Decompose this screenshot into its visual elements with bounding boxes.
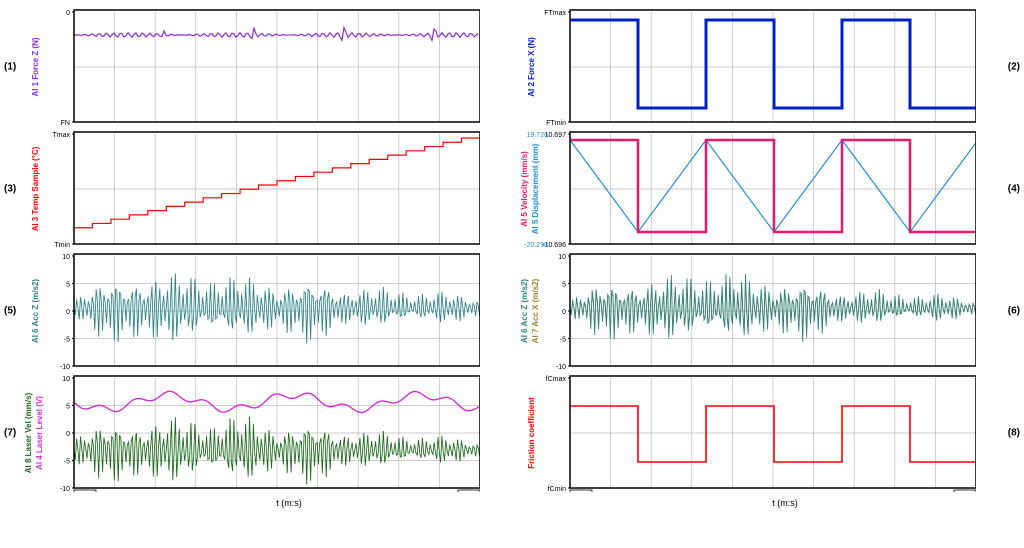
chart-grid: FN 0 AI 1 Force Z (N) (1) Tmin Tmax AI 3 Temp … [0, 0, 1024, 516]
svg-text:5: 5 [66, 404, 70, 411]
x-axis-label: t (m:s) [24, 498, 504, 508]
svg-text:0: 0 [66, 431, 70, 438]
svg-text:AI 6 Acc Z (m/s2): AI 6 Acc Z (m/s2) [520, 279, 529, 344]
svg-text:AI 8 Laser Vel (mm/s): AI 8 Laser Vel (mm/s) [24, 392, 33, 473]
svg-text:-5: -5 [64, 459, 70, 466]
panel-7: -10 -5 0 5 10 AI 8 Laser Vel (mm/s)AI 4 Laser… [24, 374, 504, 492]
svg-text:AI 7 Acc X (m/s2): AI 7 Acc X (m/s2) [531, 278, 540, 343]
svg-text:-10: -10 [60, 364, 70, 370]
panel-4: -10.69610.697-20.29819.726AI 5 Velocity … [520, 130, 1000, 248]
panel-6: -10 -5 0 5 10 AI 6 Acc Z (m/s2)AI 7 Acc X (m/… [520, 252, 1000, 370]
svg-text:Tmin: Tmin [54, 242, 70, 248]
svg-text:AI 4 Laser Level (V): AI 4 Laser Level (V) [35, 396, 44, 470]
svg-text:Tmax: Tmax [53, 132, 71, 139]
svg-text:Friction coefficient: Friction coefficient [527, 397, 536, 469]
panel-number: (7) [4, 428, 16, 439]
panel-8: fCminfCmaxFriction coefficienttmintmax(8… [520, 374, 1000, 492]
left-column: FN0AI 1 Force Z (N)(1)TminTmaxAI 3 Temp … [24, 8, 504, 508]
svg-text:-20.298: -20.298 [524, 242, 548, 248]
svg-text:FTmin: FTmin [546, 120, 566, 126]
panel-number: (2) [1008, 62, 1020, 73]
svg-text:5: 5 [66, 282, 70, 289]
svg-text:AI 2 Force X (N): AI 2 Force X (N) [527, 37, 536, 97]
panel-2: FTminFTmaxAI 2 Force X (N)(2) [520, 8, 1000, 126]
svg-text:-10: -10 [60, 486, 70, 492]
svg-text:19.726: 19.726 [527, 132, 549, 139]
svg-text:AI 5 Displacement (mm): AI 5 Displacement (mm) [531, 143, 540, 234]
svg-text:AI 6 Acc Z (m/s2): AI 6 Acc Z (m/s2) [31, 279, 40, 344]
panel-number: (8) [1008, 428, 1020, 439]
svg-text:0: 0 [66, 309, 70, 316]
svg-text:fCmin: fCmin [548, 486, 566, 492]
panel-5: -10-50510AI 6 Acc Z (m/s2)(5) [24, 252, 504, 370]
svg-text:0: 0 [66, 10, 70, 17]
svg-text:AI 3 Temp Sample (°C): AI 3 Temp Sample (°C) [31, 146, 40, 231]
svg-text:0: 0 [562, 309, 566, 316]
svg-text:10: 10 [62, 376, 70, 383]
svg-text:FN: FN [61, 120, 70, 126]
svg-text:fCmax: fCmax [546, 376, 567, 383]
svg-text:10: 10 [62, 254, 70, 261]
panel-number: (4) [1008, 184, 1020, 195]
svg-text:FTmax: FTmax [544, 10, 566, 17]
right-column: FTminFTmaxAI 2 Force X (N)(2)-10.69610.6… [520, 8, 1000, 508]
svg-text:10: 10 [558, 254, 566, 261]
svg-text:5: 5 [562, 282, 566, 289]
svg-text:-5: -5 [560, 337, 566, 344]
panel-number: (3) [4, 184, 16, 195]
panel-1: FN0AI 1 Force Z (N)(1) [24, 8, 504, 126]
svg-text:-5: -5 [64, 337, 70, 344]
svg-text:AI 5 Velocity (mm/s): AI 5 Velocity (mm/s) [520, 151, 529, 227]
panel-number: (5) [4, 306, 16, 317]
panel-number: (6) [1008, 306, 1020, 317]
svg-text:AI 1 Force Z (N): AI 1 Force Z (N) [31, 37, 40, 96]
panel-number: (1) [4, 62, 16, 73]
x-axis-label: t (m:s) [520, 498, 1000, 508]
panel-3: TminTmaxAI 3 Temp Sample (°C)(3) [24, 130, 504, 248]
svg-text:-10: -10 [556, 364, 566, 370]
